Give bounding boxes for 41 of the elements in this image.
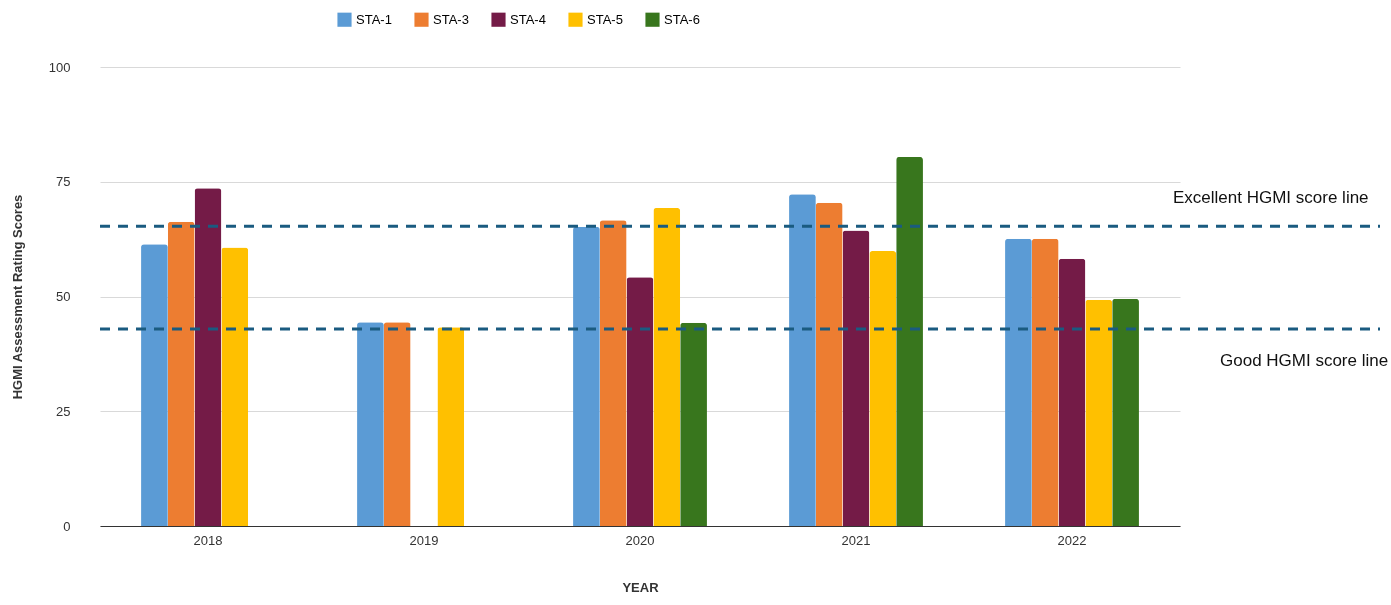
bar: [357, 322, 384, 526]
bar: [221, 247, 249, 526]
bar: [789, 194, 816, 526]
x-axis-title: YEAR: [622, 579, 660, 595]
bar: [896, 156, 923, 526]
ref-line-label: Excellent HGMI score line: [1173, 188, 1369, 208]
y-tick-label: 100: [48, 59, 71, 75]
ref-line-label: Good HGMI score line: [1220, 351, 1389, 371]
bar: [383, 322, 411, 526]
x-tick-label: 2019: [409, 532, 439, 548]
bar: [1112, 298, 1139, 526]
bar: [680, 322, 707, 526]
y-tick-label: 50: [56, 289, 71, 304]
bar: [1031, 238, 1059, 526]
bar: [869, 251, 897, 526]
bar: [599, 220, 627, 526]
bar: [437, 327, 465, 526]
bar: [194, 188, 222, 526]
bar: [626, 277, 654, 526]
bar: [815, 202, 843, 526]
y-tick-label: 0: [63, 518, 71, 534]
y-tick-label: 25: [56, 403, 71, 419]
legend-label: STA-4: [510, 11, 546, 27]
bar: [1085, 299, 1113, 526]
bar: [653, 207, 681, 526]
bar: [1058, 258, 1086, 526]
bar: [141, 244, 168, 526]
bar: [167, 221, 195, 526]
bar: [1005, 238, 1032, 526]
bar: [842, 230, 870, 526]
legend-label: STA-6: [664, 11, 700, 27]
legend-label: STA-3: [433, 11, 469, 27]
bar: [573, 226, 600, 526]
y-axis-title: HGMI Assessment Rating Scores: [9, 194, 25, 400]
x-tick-label: 2021: [841, 532, 871, 548]
x-tick-label: 2020: [625, 532, 655, 548]
legend-label: STA-1: [356, 11, 392, 27]
x-tick-label: 2022: [1057, 532, 1087, 548]
legend-label: STA-5: [587, 11, 623, 27]
y-tick-label: 75: [56, 174, 71, 190]
x-tick-label: 2018: [193, 532, 223, 548]
